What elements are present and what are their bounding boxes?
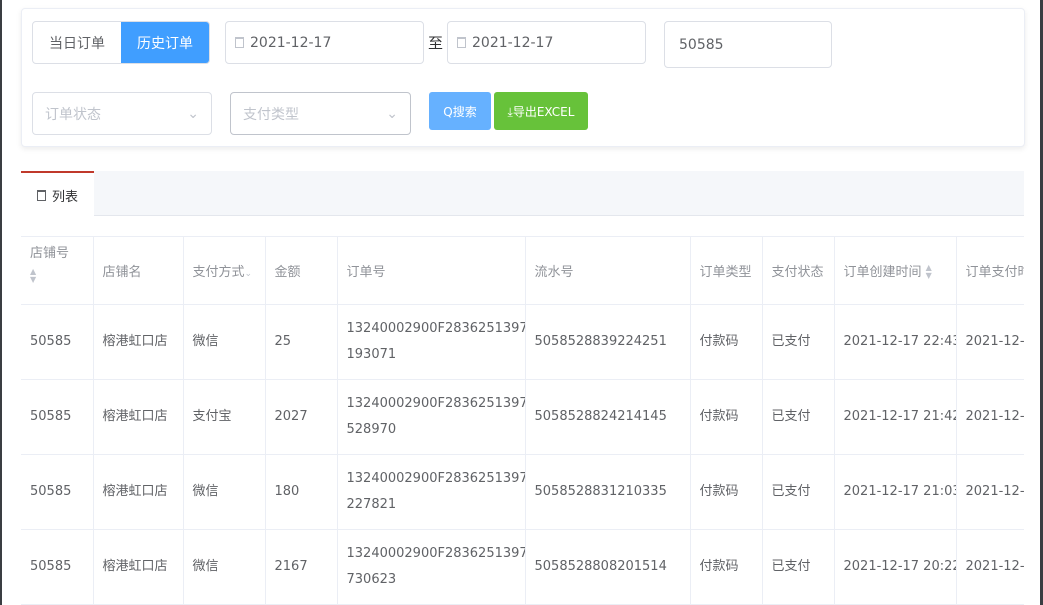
- tab-list[interactable]: 列表: [21, 171, 94, 217]
- cell-paid-time: 2021-12-1: [956, 454, 1024, 530]
- cell-order-type: 付款码: [690, 454, 763, 530]
- cell-store-no: 50585: [21, 304, 94, 380]
- cell-paid-time: 2021-12-1: [956, 379, 1024, 455]
- tab-history-orders[interactable]: 历史订单: [121, 22, 209, 63]
- cell-serial-no: 5058528831210335: [525, 454, 691, 530]
- cell-pay-status: 已支付: [762, 304, 835, 380]
- cell-order-no: 13240002900F283625139752 193071: [337, 304, 526, 380]
- cell-paid-time: 2021-12-1: [956, 529, 1024, 605]
- table-row[interactable]: 50585 榕港虹口店 支付宝 2027 13240002900F28362513974…: [21, 379, 1024, 455]
- cell-created-time: 2021-12-17 21:03: [834, 454, 957, 530]
- cell-pay-method: 微信: [183, 454, 266, 530]
- cell-pay-method: 支付宝: [183, 379, 266, 455]
- col-pay-method[interactable]: 支付方式⌄: [183, 236, 266, 305]
- calendar-icon: [457, 37, 466, 48]
- table-row[interactable]: 50585 榕港虹口店 微信 2167 13240002900F283625139743…: [21, 529, 1024, 605]
- cell-order-no: 13240002900F283625139748 528970: [337, 379, 526, 455]
- table-header: 店铺号 ▲ ▼ 店铺名 支付方式⌄ 金额 订单号 流水号 订单类型 支付状态 订单创…: [21, 236, 1024, 305]
- tab-bar: 列表: [21, 171, 1024, 217]
- table-row[interactable]: 50585 榕港虹口店 微信 180 13240002900F283625139746 2…: [21, 454, 1024, 530]
- cell-order-type: 付款码: [690, 304, 763, 380]
- cell-store-name: 榕港虹口店: [93, 529, 184, 605]
- cell-order-no: 13240002900F283625139746 227821: [337, 454, 526, 530]
- col-pay-status: 支付状态: [762, 236, 835, 305]
- filter-panel: 当日订单 历史订单 2021-12-17 至 2021-12-17 50585 …: [21, 8, 1025, 147]
- pay-type-select[interactable]: 支付类型 ⌄: [230, 92, 411, 135]
- calendar-icon: [235, 37, 244, 48]
- cell-order-type: 付款码: [690, 529, 763, 605]
- cell-serial-no: 5058528839224251: [525, 304, 691, 380]
- col-order-no: 订单号: [337, 236, 526, 305]
- cell-amount: 180: [265, 454, 338, 530]
- cell-store-no: 50585: [21, 454, 94, 530]
- col-store-name: 店铺名: [93, 236, 184, 305]
- cell-store-no: 50585: [21, 379, 94, 455]
- sort-icon: ▲ ▼: [30, 266, 37, 284]
- tab-today-orders[interactable]: 当日订单: [49, 35, 105, 52]
- cell-store-name: 榕港虹口店: [93, 304, 184, 380]
- col-amount: 金额: [265, 236, 338, 305]
- col-serial-no: 流水号: [525, 236, 691, 305]
- cell-amount: 25: [265, 304, 338, 380]
- cell-order-no: 13240002900F283625139743 730623: [337, 529, 526, 605]
- cell-store-name: 榕港虹口店: [93, 379, 184, 455]
- cell-pay-method: 微信: [183, 304, 266, 380]
- col-order-type: 订单类型: [690, 236, 763, 305]
- cell-store-no: 50585: [21, 529, 94, 605]
- date-from-input[interactable]: 2021-12-17: [225, 21, 424, 64]
- cell-amount: 2167: [265, 529, 338, 605]
- chevron-down-icon: ⌄: [187, 105, 199, 122]
- order-range-toggle: 当日订单 历史订单: [32, 21, 210, 64]
- list-icon: [36, 189, 46, 201]
- cell-created-time: 2021-12-17 22:43: [834, 304, 957, 380]
- cell-amount: 2027: [265, 379, 338, 455]
- col-store-no[interactable]: 店铺号 ▲ ▼: [21, 236, 94, 305]
- cell-created-time: 2021-12-17 21:42: [834, 379, 957, 455]
- cell-paid-time: 2021-12-1: [956, 304, 1024, 380]
- cell-created-time: 2021-12-17 20:22: [834, 529, 957, 605]
- col-created-time[interactable]: 订单创建时间 ▲ ▼: [834, 236, 957, 305]
- cell-pay-status: 已支付: [762, 529, 835, 605]
- cell-pay-status: 已支付: [762, 379, 835, 455]
- col-paid-time: 订单支付时: [956, 236, 1024, 305]
- table-row[interactable]: 50585 榕港虹口店 微信 25 13240002900F283625139752 19…: [21, 304, 1024, 380]
- cell-order-type: 付款码: [690, 379, 763, 455]
- store-number-input[interactable]: 50585: [664, 21, 832, 68]
- order-status-select[interactable]: 订单状态 ⌄: [32, 92, 212, 135]
- cell-pay-status: 已支付: [762, 454, 835, 530]
- cell-pay-method: 微信: [183, 529, 266, 605]
- sort-icon: ▲ ▼: [925, 263, 932, 281]
- chevron-down-icon: ⌄: [386, 105, 398, 122]
- cell-serial-no: 5058528808201514: [525, 529, 691, 605]
- cell-store-name: 榕港虹口店: [93, 454, 184, 530]
- export-excel-button[interactable]: ⤓导出EXCEL: [494, 92, 588, 130]
- cell-serial-no: 5058528824214145: [525, 379, 691, 455]
- search-button[interactable]: Q搜索: [429, 92, 491, 130]
- filter-chevron-icon: ⌄: [244, 269, 253, 279]
- to-label: 至: [428, 34, 444, 52]
- date-to-input[interactable]: 2021-12-17: [447, 21, 646, 64]
- orders-table: 店铺号 ▲ ▼ 店铺名 支付方式⌄ 金额 订单号 流水号 订单类型 支付状态 订单创…: [21, 236, 1024, 605]
